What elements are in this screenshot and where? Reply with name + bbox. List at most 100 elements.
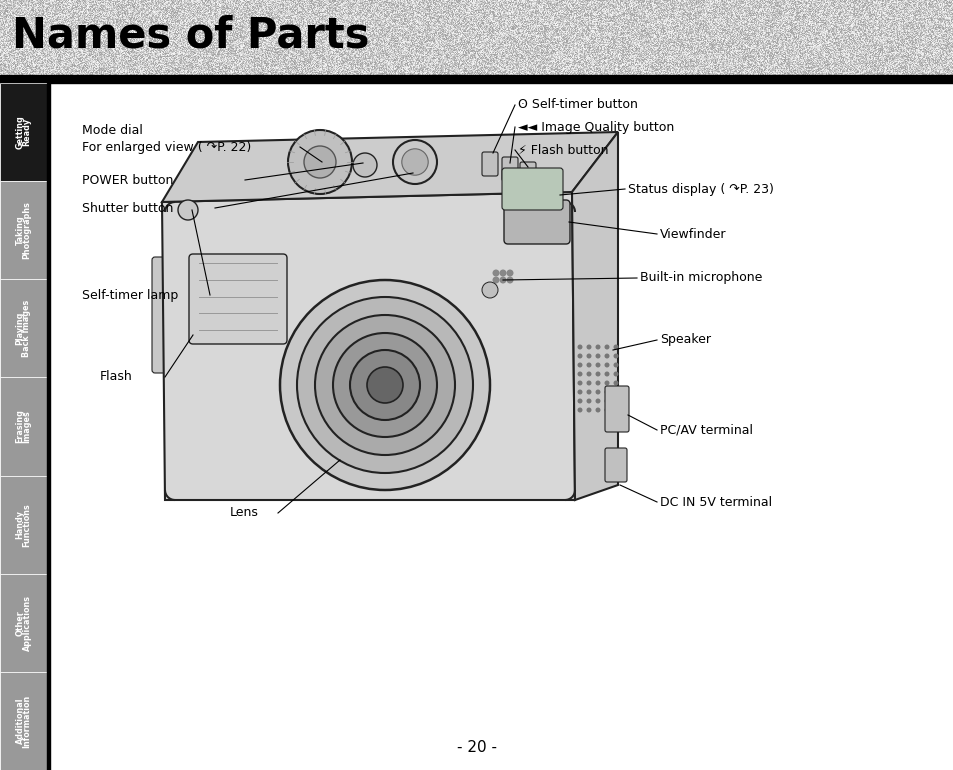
Circle shape: [586, 371, 591, 377]
Text: ⚡ Flash button: ⚡ Flash button: [517, 143, 608, 156]
Text: Ready: Ready: [23, 118, 31, 146]
Circle shape: [604, 344, 609, 350]
FancyBboxPatch shape: [152, 257, 172, 373]
Text: Flash: Flash: [100, 370, 132, 383]
Text: Names of Parts: Names of Parts: [12, 15, 369, 57]
Circle shape: [577, 353, 582, 359]
Text: Mode dial: Mode dial: [82, 123, 143, 136]
Text: Other: Other: [15, 610, 25, 636]
Circle shape: [577, 399, 582, 403]
Text: ◄◄ Image Quality button: ◄◄ Image Quality button: [517, 120, 674, 133]
Circle shape: [604, 371, 609, 377]
Circle shape: [595, 371, 599, 377]
FancyBboxPatch shape: [519, 162, 536, 186]
Polygon shape: [162, 192, 575, 500]
Circle shape: [577, 344, 582, 350]
Circle shape: [595, 353, 599, 359]
Circle shape: [613, 353, 618, 359]
Circle shape: [280, 280, 490, 490]
Circle shape: [604, 407, 609, 413]
Circle shape: [296, 297, 473, 473]
Circle shape: [353, 153, 376, 177]
Circle shape: [499, 276, 506, 283]
Circle shape: [577, 371, 582, 377]
Polygon shape: [162, 132, 618, 202]
Circle shape: [613, 399, 618, 403]
Circle shape: [595, 399, 599, 403]
Circle shape: [595, 344, 599, 350]
Circle shape: [586, 390, 591, 394]
Bar: [0, 83, 47, 181]
Circle shape: [577, 390, 582, 394]
Circle shape: [595, 390, 599, 394]
Circle shape: [595, 380, 599, 386]
Text: Built-in microphone: Built-in microphone: [639, 272, 761, 284]
Text: Handy: Handy: [15, 511, 25, 539]
Text: Status display ( ↷P. 23): Status display ( ↷P. 23): [627, 182, 773, 196]
Circle shape: [499, 270, 506, 276]
Circle shape: [178, 200, 198, 220]
Circle shape: [613, 344, 618, 350]
Bar: [50, 83, 953, 770]
Text: Viewfinder: Viewfinder: [659, 227, 726, 240]
Bar: [0, 672, 47, 770]
Text: Getting: Getting: [15, 116, 25, 149]
Circle shape: [288, 130, 352, 194]
Circle shape: [393, 140, 436, 184]
Text: Erasing: Erasing: [15, 410, 25, 444]
Text: Information: Information: [23, 695, 31, 748]
Bar: [0, 280, 47, 377]
Text: Lens: Lens: [230, 507, 258, 520]
Circle shape: [586, 344, 591, 350]
Circle shape: [304, 146, 335, 178]
Circle shape: [506, 276, 513, 283]
Circle shape: [577, 407, 582, 413]
Circle shape: [577, 380, 582, 386]
Circle shape: [577, 363, 582, 367]
FancyBboxPatch shape: [481, 152, 497, 176]
Text: Images: Images: [23, 410, 31, 443]
Circle shape: [492, 270, 499, 276]
Circle shape: [506, 270, 513, 276]
Circle shape: [595, 407, 599, 413]
Circle shape: [604, 399, 609, 403]
Circle shape: [586, 363, 591, 367]
Bar: [0, 75, 953, 83]
Text: Back Images: Back Images: [23, 300, 31, 357]
Circle shape: [595, 363, 599, 367]
Bar: [0, 476, 47, 574]
Circle shape: [586, 380, 591, 386]
Circle shape: [613, 407, 618, 413]
Bar: [47, 83, 50, 770]
Text: Speaker: Speaker: [659, 333, 710, 347]
Circle shape: [481, 282, 497, 298]
FancyBboxPatch shape: [501, 157, 517, 181]
Bar: [0, 574, 47, 672]
Text: For enlarged view ( ↷P. 22): For enlarged view ( ↷P. 22): [82, 140, 251, 153]
FancyBboxPatch shape: [501, 168, 562, 210]
Circle shape: [604, 353, 609, 359]
Text: PC/AV terminal: PC/AV terminal: [659, 424, 752, 437]
Circle shape: [613, 380, 618, 386]
Polygon shape: [572, 132, 618, 500]
FancyBboxPatch shape: [503, 200, 569, 244]
Circle shape: [613, 371, 618, 377]
Circle shape: [401, 149, 428, 176]
Text: DC IN 5V terminal: DC IN 5V terminal: [659, 496, 771, 508]
FancyBboxPatch shape: [604, 448, 626, 482]
Text: Applications: Applications: [23, 594, 31, 651]
Circle shape: [613, 390, 618, 394]
Circle shape: [586, 353, 591, 359]
Text: Playing: Playing: [15, 312, 25, 345]
Circle shape: [604, 363, 609, 367]
Text: Shutter button: Shutter button: [82, 202, 173, 215]
Circle shape: [586, 407, 591, 413]
Circle shape: [492, 276, 499, 283]
Text: Taking: Taking: [15, 216, 25, 245]
Bar: [0, 377, 47, 476]
Circle shape: [604, 390, 609, 394]
Circle shape: [333, 333, 436, 437]
Text: Photographs: Photographs: [23, 201, 31, 259]
Circle shape: [604, 380, 609, 386]
FancyBboxPatch shape: [604, 386, 628, 432]
